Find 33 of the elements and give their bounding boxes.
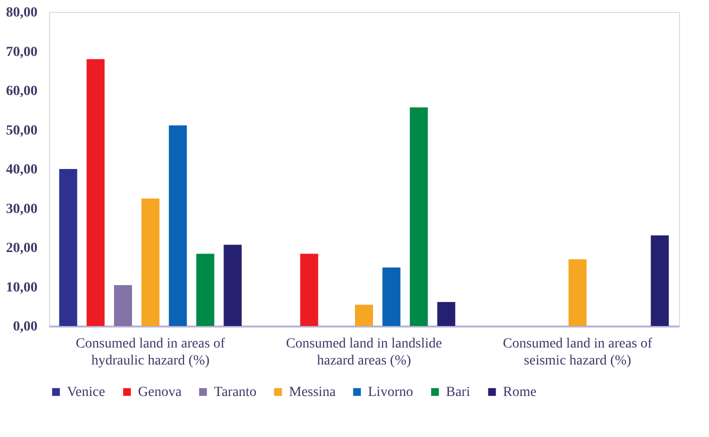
bar bbox=[114, 285, 132, 326]
legend-label: Taranto bbox=[214, 385, 257, 400]
y-tick-label: 50,00 bbox=[6, 123, 38, 138]
bar bbox=[59, 169, 78, 326]
y-tick-label: 20,00 bbox=[6, 241, 38, 256]
bar bbox=[300, 254, 318, 326]
bar bbox=[168, 125, 187, 326]
legend-label: Livorno bbox=[368, 385, 414, 400]
y-tick-label: 70,00 bbox=[6, 44, 38, 60]
legend-label: Bari bbox=[446, 385, 470, 400]
bar bbox=[355, 304, 373, 326]
x-tick-label: Consumed land in landslide hazard areas (%) bbox=[286, 336, 442, 368]
legend-label: Venice bbox=[67, 385, 106, 400]
bar bbox=[382, 268, 400, 326]
bar bbox=[437, 302, 456, 326]
y-tick-label: 80,00 bbox=[6, 6, 38, 20]
y-tick-label: 60,00 bbox=[6, 84, 38, 99]
bar bbox=[568, 259, 587, 326]
x-tick-label: Consumed land in areas of hydraulic hazard (%) bbox=[76, 336, 226, 368]
x-tick-label: Consumed land in areas of seismic hazard (%) bbox=[502, 336, 653, 368]
legend-label: Genova bbox=[138, 385, 182, 400]
bar bbox=[224, 244, 242, 326]
bar bbox=[650, 235, 669, 326]
y-tick-label: 10,00 bbox=[6, 280, 38, 296]
bar bbox=[141, 198, 160, 326]
legend-label: Messina bbox=[289, 385, 336, 400]
legend-label: Rome bbox=[503, 385, 536, 400]
y-tick-label: 30,00 bbox=[6, 202, 38, 217]
y-tick-label: 40,00 bbox=[6, 162, 38, 178]
bar bbox=[410, 107, 428, 326]
bar bbox=[86, 59, 105, 326]
y-tick-label: 0,00 bbox=[13, 320, 38, 334]
bar bbox=[196, 254, 214, 326]
